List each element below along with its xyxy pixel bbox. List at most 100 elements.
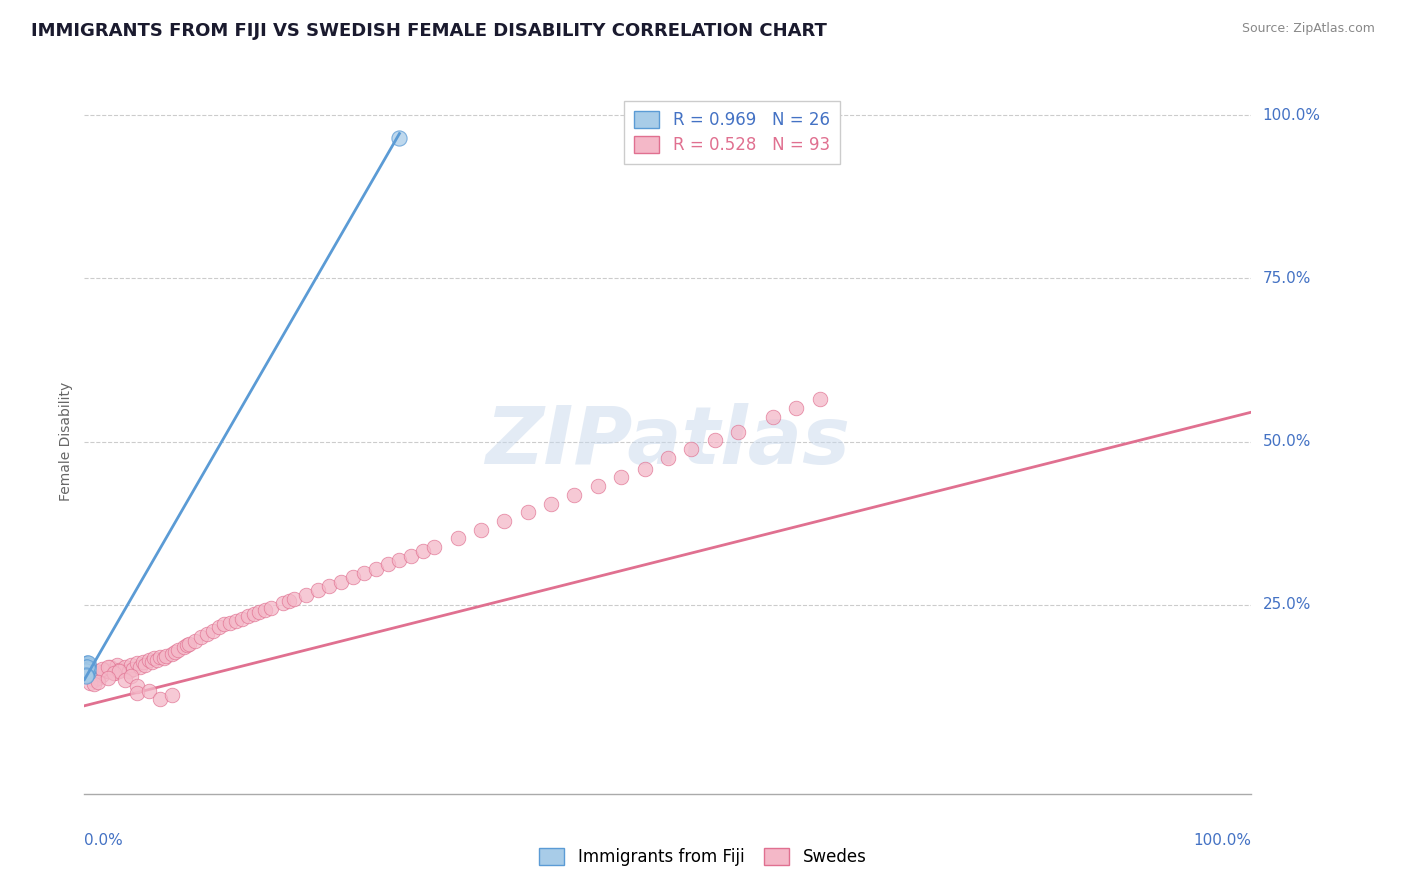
Point: [83, 673, 105, 687]
Text: ZIPatlas: ZIPatlas: [485, 402, 851, 481]
Point: [330, 574, 353, 589]
Point: [586, 479, 609, 493]
Point: [108, 664, 131, 678]
Point: [76, 658, 98, 673]
Text: 50.0%: 50.0%: [1263, 434, 1310, 449]
Point: [75, 662, 97, 676]
Point: [76, 657, 98, 671]
Y-axis label: Female Disability: Female Disability: [59, 382, 73, 501]
Point: [75, 659, 97, 673]
Point: [143, 651, 166, 665]
Point: [516, 505, 538, 519]
Point: [242, 607, 264, 622]
Point: [703, 434, 725, 448]
Point: [152, 651, 174, 665]
Point: [76, 662, 98, 676]
Point: [76, 659, 98, 673]
Point: [125, 679, 148, 693]
Point: [377, 558, 399, 572]
Point: [76, 663, 98, 677]
Point: [75, 666, 97, 681]
Point: [176, 638, 198, 652]
Point: [76, 664, 98, 678]
Point: [231, 612, 253, 626]
Point: [307, 583, 329, 598]
Point: [75, 668, 97, 682]
Point: [87, 674, 110, 689]
Point: [610, 470, 633, 484]
Point: [134, 657, 156, 672]
Point: [785, 401, 807, 415]
Point: [494, 514, 516, 528]
Text: Source: ZipAtlas.com: Source: ZipAtlas.com: [1241, 22, 1375, 36]
Point: [79, 669, 101, 683]
Point: [260, 601, 283, 615]
Point: [138, 683, 160, 698]
Point: [75, 664, 97, 678]
Point: [76, 666, 98, 681]
Point: [155, 648, 177, 663]
Point: [195, 627, 218, 641]
Point: [145, 653, 167, 667]
Point: [271, 596, 294, 610]
Point: [399, 549, 422, 563]
Point: [214, 617, 236, 632]
Point: [114, 673, 136, 687]
Point: [138, 653, 160, 667]
Point: [160, 688, 183, 702]
Point: [207, 620, 229, 634]
Point: [633, 462, 655, 476]
Point: [470, 523, 492, 537]
Point: [103, 666, 125, 681]
Point: [225, 614, 247, 628]
Point: [97, 664, 120, 678]
Point: [727, 425, 749, 439]
Point: [318, 579, 340, 593]
Point: [75, 662, 97, 676]
Point: [75, 659, 97, 673]
Legend: R = 0.969   N = 26, R = 0.528   N = 93: R = 0.969 N = 26, R = 0.528 N = 93: [624, 101, 839, 164]
Point: [179, 637, 201, 651]
Point: [236, 609, 259, 624]
Text: 25.0%: 25.0%: [1263, 597, 1310, 612]
Point: [97, 671, 120, 685]
Point: [353, 566, 375, 581]
Point: [447, 531, 470, 545]
Point: [120, 669, 142, 683]
Point: [76, 661, 98, 675]
Point: [120, 657, 142, 672]
Point: [79, 676, 101, 690]
Point: [125, 686, 148, 700]
Point: [105, 657, 128, 672]
Text: 100.0%: 100.0%: [1263, 108, 1320, 123]
Point: [75, 669, 97, 683]
Point: [762, 409, 785, 424]
Point: [76, 664, 98, 678]
Text: 75.0%: 75.0%: [1263, 271, 1310, 286]
Point: [201, 624, 224, 638]
Point: [141, 655, 163, 669]
Point: [388, 131, 411, 145]
Point: [87, 671, 110, 685]
Point: [114, 659, 136, 673]
Point: [173, 640, 195, 654]
Point: [75, 661, 97, 675]
Text: IMMIGRANTS FROM FIJI VS SWEDISH FEMALE DISABILITY CORRELATION CHART: IMMIGRANTS FROM FIJI VS SWEDISH FEMALE D…: [31, 22, 827, 40]
Point: [94, 663, 117, 677]
Legend: Immigrants from Fiji, Swedes: Immigrants from Fiji, Swedes: [531, 840, 875, 875]
Point: [160, 647, 183, 661]
Point: [277, 594, 299, 608]
Point: [657, 450, 679, 465]
Point: [76, 663, 98, 677]
Point: [681, 442, 703, 457]
Text: 100.0%: 100.0%: [1194, 833, 1251, 847]
Point: [76, 664, 98, 678]
Point: [165, 645, 187, 659]
Point: [342, 570, 364, 584]
Point: [75, 664, 97, 678]
Point: [132, 655, 155, 669]
Point: [76, 657, 98, 672]
Text: 0.0%: 0.0%: [84, 833, 124, 847]
Point: [249, 606, 271, 620]
Point: [166, 643, 188, 657]
